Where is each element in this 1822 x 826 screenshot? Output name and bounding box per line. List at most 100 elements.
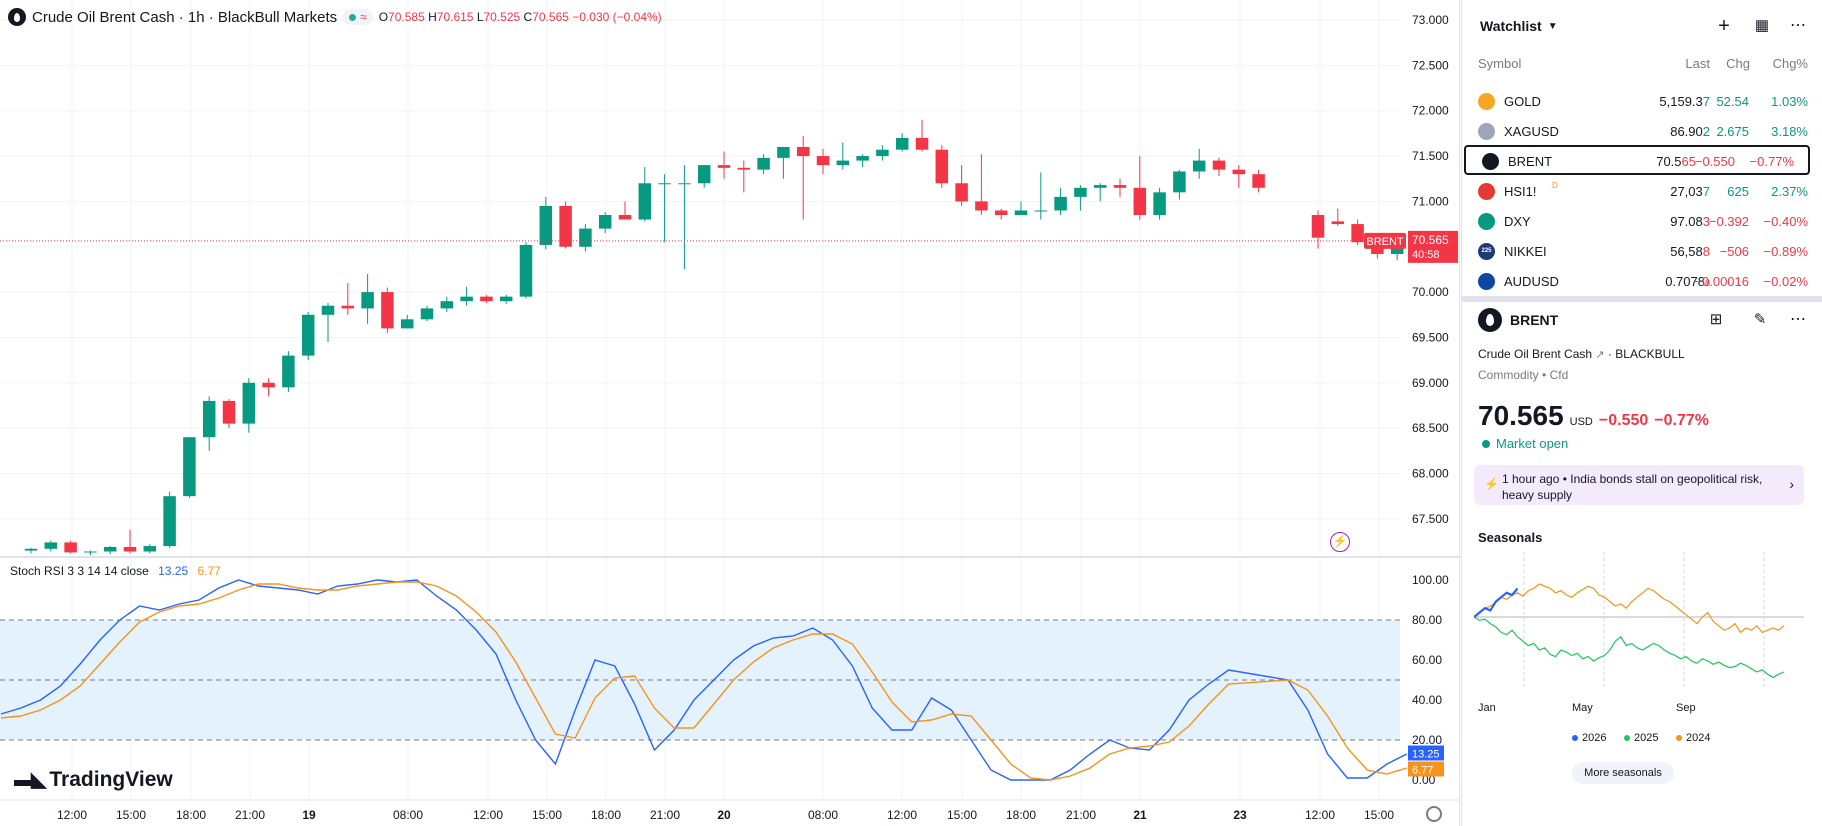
add-symbol-icon[interactable]: + — [1718, 15, 1730, 37]
price-axis-label: 71.500 — [1412, 149, 1449, 163]
watchlist-row-audusd[interactable]: AUDUSD 0.70788 −0.00016 −0.02% — [1462, 267, 1822, 297]
chart-canvas[interactable]: 73.00072.50072.00071.50071.00070.50070.0… — [0, 0, 1460, 826]
row-chg-pct: 1.03% — [1771, 94, 1808, 109]
chart-settings-icon[interactable] — [1426, 806, 1442, 822]
candle-body — [717, 165, 731, 168]
row-last-main: 5,159.3 — [1659, 94, 1703, 109]
details-more-icon[interactable]: ⋯ — [1790, 311, 1806, 328]
row-chg: −506 — [1719, 244, 1749, 259]
time-axis-label: 15:00 — [1364, 808, 1394, 822]
candle-body — [757, 157, 770, 170]
candle-body — [163, 496, 176, 547]
candle-body — [975, 201, 988, 211]
rsi-axis-label: 60.00 — [1412, 653, 1442, 667]
candle-body — [895, 137, 909, 150]
watchlist-title[interactable]: Watchlist — [1480, 18, 1542, 34]
news-card[interactable]: ⚡ 1 hour ago • India bonds stall on geop… — [1474, 465, 1804, 505]
tradingview-logo[interactable]: ▬◣ TradingView — [14, 767, 173, 792]
time-axis-label: 12:00 — [887, 808, 917, 822]
candle-body — [242, 382, 256, 424]
candle-body — [400, 319, 414, 329]
watchlist-row-hsi1[interactable]: HSI1! D 27,037 625 2.37% — [1462, 177, 1822, 207]
right-panel: Watchlist ▼ + ▦ ⋯ Symbol Last Chg Chg% G… — [1462, 0, 1822, 826]
watchlist-row-gold[interactable]: GOLD 5,159.37 52.54 1.03% — [1462, 87, 1822, 117]
row-last: 86.902 — [1670, 124, 1710, 139]
high-value: 70.615 — [436, 10, 474, 24]
indicator-legend[interactable]: Stoch RSI 3 3 14 14 close 13.25 6.77 — [10, 564, 221, 578]
time-axis-label: 12:00 — [473, 808, 503, 822]
row-last-tail: 2 — [1702, 124, 1710, 139]
watchlist-header: Watchlist ▼ — [1462, 0, 1822, 52]
chart-pane[interactable]: 73.00072.50072.00071.50071.00070.50070.0… — [0, 0, 1460, 826]
chart-title[interactable]: Crude Oil Brent Cash · 1h · BlackBull Ma… — [32, 8, 338, 26]
k-tag-bg — [1408, 745, 1444, 761]
flash-news-icon[interactable]: ⚡ — [1330, 532, 1350, 552]
details-header: BRENT — [1478, 308, 1558, 332]
more-seasonals-button[interactable]: More seasonals — [1572, 762, 1674, 784]
col-chg[interactable]: Chg — [1726, 56, 1750, 71]
layout-grid-icon[interactable]: ⊞ — [1709, 311, 1723, 328]
symbol-logo-icon — [1478, 183, 1495, 200]
candle-body — [658, 183, 671, 185]
seasonals-legend-2024[interactable]: 2024 — [1676, 732, 1710, 744]
price-axis-label: 73.000 — [1412, 13, 1449, 27]
chart-legend: Crude Oil Brent Cash · 1h · BlackBull Ma… — [8, 8, 662, 26]
col-chg-pct[interactable]: Chg% — [1772, 56, 1808, 71]
seasonals-title[interactable]: Seasonals — [1478, 530, 1543, 545]
candle-body — [202, 400, 216, 438]
candle-body — [1311, 215, 1325, 238]
chevron-down-icon[interactable]: ▼ — [1547, 20, 1558, 32]
details-change: −0.550 — [1598, 412, 1649, 429]
symbol-logo-icon — [1482, 153, 1499, 170]
panel-divider[interactable] — [1461, 0, 1462, 826]
external-link-icon[interactable]: ↗ — [1595, 349, 1605, 361]
time-axis-label: 08:00 — [808, 808, 838, 822]
market-status-text: Market open — [1496, 436, 1569, 451]
seasonals-legend-2026[interactable]: 2026 — [1572, 732, 1606, 744]
indicator-k-value: 13.25 — [158, 564, 189, 578]
stoch-k-line — [0, 579, 1408, 781]
watchlist-row-brent[interactable]: BRENT 70.565 −0.550 −0.77% — [1464, 145, 1810, 175]
time-axis-label: 18:00 — [591, 808, 621, 822]
col-last[interactable]: Last — [1685, 56, 1710, 71]
candle-body — [1252, 174, 1265, 188]
row-symbol: DXY — [1504, 214, 1531, 229]
section-divider[interactable] — [1462, 296, 1822, 302]
watchlist-row-xagusd[interactable]: XAGUSD 86.902 2.675 3.18% — [1462, 117, 1822, 147]
candle-body — [1113, 185, 1127, 188]
indicator-params: 3 3 14 14 close — [67, 564, 149, 578]
time-axis-label: 15:00 — [947, 808, 977, 822]
seasonals-legend-2025[interactable]: 2025 — [1624, 732, 1658, 744]
advanced-view-icon[interactable]: ▦ — [1754, 17, 1770, 34]
row-symbol: NIKKEI — [1504, 244, 1547, 259]
rsi-axis-label: 40.00 — [1412, 693, 1442, 707]
col-symbol[interactable]: Symbol — [1478, 56, 1522, 71]
price-axis-label: 69.000 — [1412, 376, 1449, 390]
candle-body — [1351, 224, 1364, 243]
candle-body — [24, 548, 38, 551]
candle-body — [143, 546, 157, 552]
price-tag-bg — [1408, 230, 1458, 263]
price-tag-value: 70.565 — [1412, 233, 1449, 247]
edit-icon[interactable]: ✎ — [1753, 311, 1767, 328]
time-axis-label: 21:00 — [235, 808, 265, 822]
candle-body — [539, 205, 553, 245]
dot-separator: • — [1562, 472, 1571, 486]
row-last: 27,037 — [1670, 184, 1710, 199]
details-name[interactable]: Crude Oil Brent Cash — [1478, 347, 1593, 361]
time-axis-label: 21 — [1133, 808, 1147, 822]
seasonals-chart[interactable] — [1474, 552, 1814, 692]
indicator-name: Stoch RSI — [10, 564, 65, 578]
seasonals-2024-line — [1474, 583, 1785, 634]
time-axis-label: 15:00 — [116, 808, 146, 822]
candle-body — [1133, 187, 1147, 216]
market-status-pill[interactable]: ≈ — [343, 9, 373, 25]
details-symbol[interactable]: BRENT — [1510, 312, 1559, 328]
more-options-icon[interactable]: ⋯ — [1790, 17, 1806, 34]
watchlist-row-nikkei[interactable]: 225 NIKKEI 56,588 −506 −0.89% — [1462, 237, 1822, 267]
candle-body — [777, 146, 790, 158]
time-axis-label: 18:00 — [176, 808, 206, 822]
candle-body — [440, 301, 454, 309]
candle-body — [856, 156, 869, 161]
watchlist-row-dxy[interactable]: DXY 97.083 −0.392 −0.40% — [1462, 207, 1822, 237]
